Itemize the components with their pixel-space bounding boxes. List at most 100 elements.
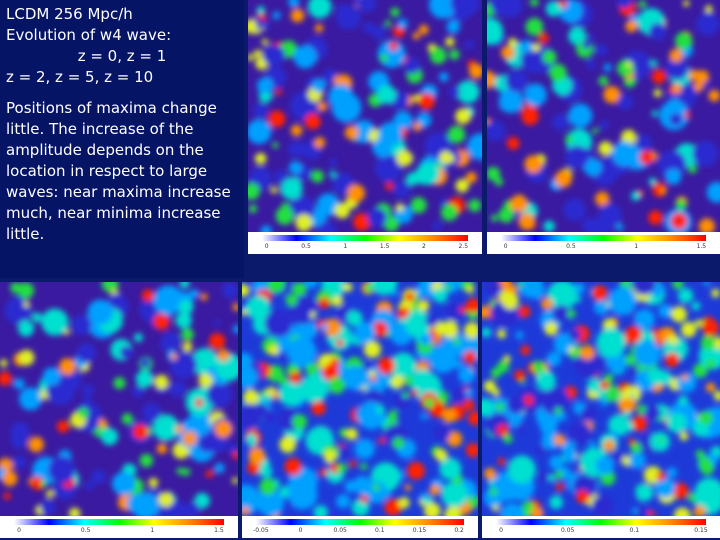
colorbar-tick-label: 0.1	[375, 527, 385, 534]
blob	[154, 374, 169, 390]
blob	[703, 81, 710, 88]
blob	[281, 202, 290, 211]
blob	[363, 22, 375, 34]
blob	[288, 161, 302, 175]
blob	[487, 17, 503, 45]
blob	[482, 327, 492, 338]
blob	[664, 352, 680, 368]
blob	[267, 282, 285, 294]
blob	[278, 381, 304, 407]
blob	[48, 456, 76, 484]
blob	[496, 424, 509, 437]
blob	[175, 425, 184, 434]
blob	[133, 333, 143, 343]
blob	[396, 150, 413, 167]
blob	[445, 37, 455, 47]
blob	[591, 354, 608, 371]
blob	[446, 431, 463, 447]
blob	[520, 40, 533, 53]
blob	[713, 390, 720, 402]
blob	[498, 88, 524, 114]
blob	[638, 0, 647, 9]
blob	[13, 378, 25, 390]
blob	[487, 120, 506, 142]
blob	[514, 369, 526, 381]
blob	[691, 301, 701, 311]
colorbar-tick-label: 1	[150, 527, 155, 534]
blob	[497, 360, 510, 373]
blob	[227, 442, 238, 455]
blob	[463, 350, 477, 364]
blob	[630, 346, 637, 354]
blob	[506, 136, 520, 150]
blob	[278, 351, 286, 360]
blob	[455, 108, 472, 125]
blob	[77, 407, 89, 419]
blob	[549, 64, 567, 82]
blob	[669, 48, 683, 63]
blob	[648, 210, 663, 225]
blob	[547, 282, 578, 311]
blob	[248, 54, 254, 62]
blob	[542, 50, 557, 64]
colorbar-tick-label: -0.05	[253, 527, 269, 534]
blob	[326, 282, 338, 293]
blob	[385, 182, 394, 191]
blob	[336, 4, 349, 17]
blob	[490, 0, 520, 17]
blob	[708, 89, 720, 102]
blob	[148, 477, 159, 488]
blob	[363, 340, 381, 358]
blob	[425, 315, 437, 327]
blob	[412, 32, 421, 40]
blob	[328, 377, 346, 394]
blob	[87, 299, 113, 325]
blob	[169, 380, 187, 398]
blob	[23, 301, 30, 308]
blob	[266, 365, 284, 382]
blob	[259, 478, 277, 496]
blob	[518, 213, 536, 231]
blob	[101, 428, 119, 446]
blob	[416, 162, 440, 185]
blob	[678, 395, 689, 406]
blob	[696, 12, 720, 36]
blob	[618, 395, 636, 414]
blob	[406, 172, 420, 186]
colorbar: 0 0.5 1 1.5 2 2.5	[248, 232, 482, 254]
blob	[500, 503, 525, 516]
blob	[299, 374, 329, 404]
blob	[206, 381, 233, 408]
blob	[608, 286, 637, 316]
blob	[692, 81, 704, 93]
blob	[260, 225, 272, 232]
blob	[91, 469, 106, 485]
blob	[312, 78, 326, 93]
blob	[374, 154, 403, 182]
blob	[368, 370, 376, 378]
blob	[648, 177, 657, 186]
blob	[411, 389, 419, 397]
blob	[132, 424, 148, 440]
blob	[568, 103, 593, 128]
heading-line: z = 2, z = 5, z = 10	[6, 68, 154, 86]
blob	[482, 398, 495, 417]
blob	[669, 113, 683, 126]
colorbar-tick-label: 0	[298, 527, 303, 534]
blob	[200, 293, 208, 301]
blob	[587, 33, 595, 41]
blob	[624, 353, 637, 366]
colorbar: 0 0.05 0.1 0.15	[482, 516, 720, 538]
blob	[503, 355, 511, 363]
blob	[531, 42, 541, 52]
blob	[295, 319, 317, 341]
blob	[412, 122, 422, 132]
blob	[455, 178, 470, 193]
blob	[448, 86, 461, 99]
blob	[541, 430, 561, 450]
blob	[263, 44, 286, 67]
colorbar-tick-label: 0.1	[629, 527, 640, 534]
blob	[516, 423, 526, 433]
blob	[487, 166, 501, 181]
colorbar-tick-label: 0.5	[566, 243, 576, 250]
